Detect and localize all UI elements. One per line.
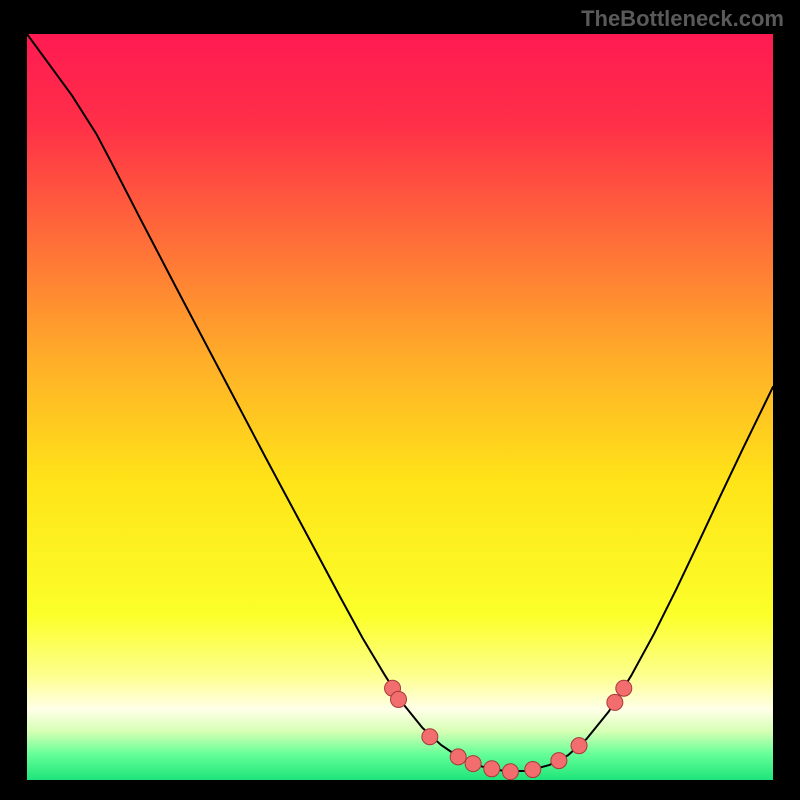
- gradient-background: [27, 34, 773, 780]
- data-point: [616, 680, 632, 696]
- data-point: [571, 738, 587, 754]
- chart-svg: [27, 34, 773, 780]
- data-point: [422, 729, 438, 745]
- data-point: [502, 764, 518, 780]
- attribution-text: TheBottleneck.com: [581, 6, 784, 32]
- data-point: [465, 756, 481, 772]
- chart-frame: [0, 0, 800, 800]
- data-point: [391, 691, 407, 707]
- data-point: [607, 694, 623, 710]
- data-point: [484, 761, 500, 777]
- data-point: [525, 762, 541, 778]
- plot-area: [27, 34, 773, 780]
- data-point: [450, 749, 466, 765]
- data-point: [551, 753, 567, 769]
